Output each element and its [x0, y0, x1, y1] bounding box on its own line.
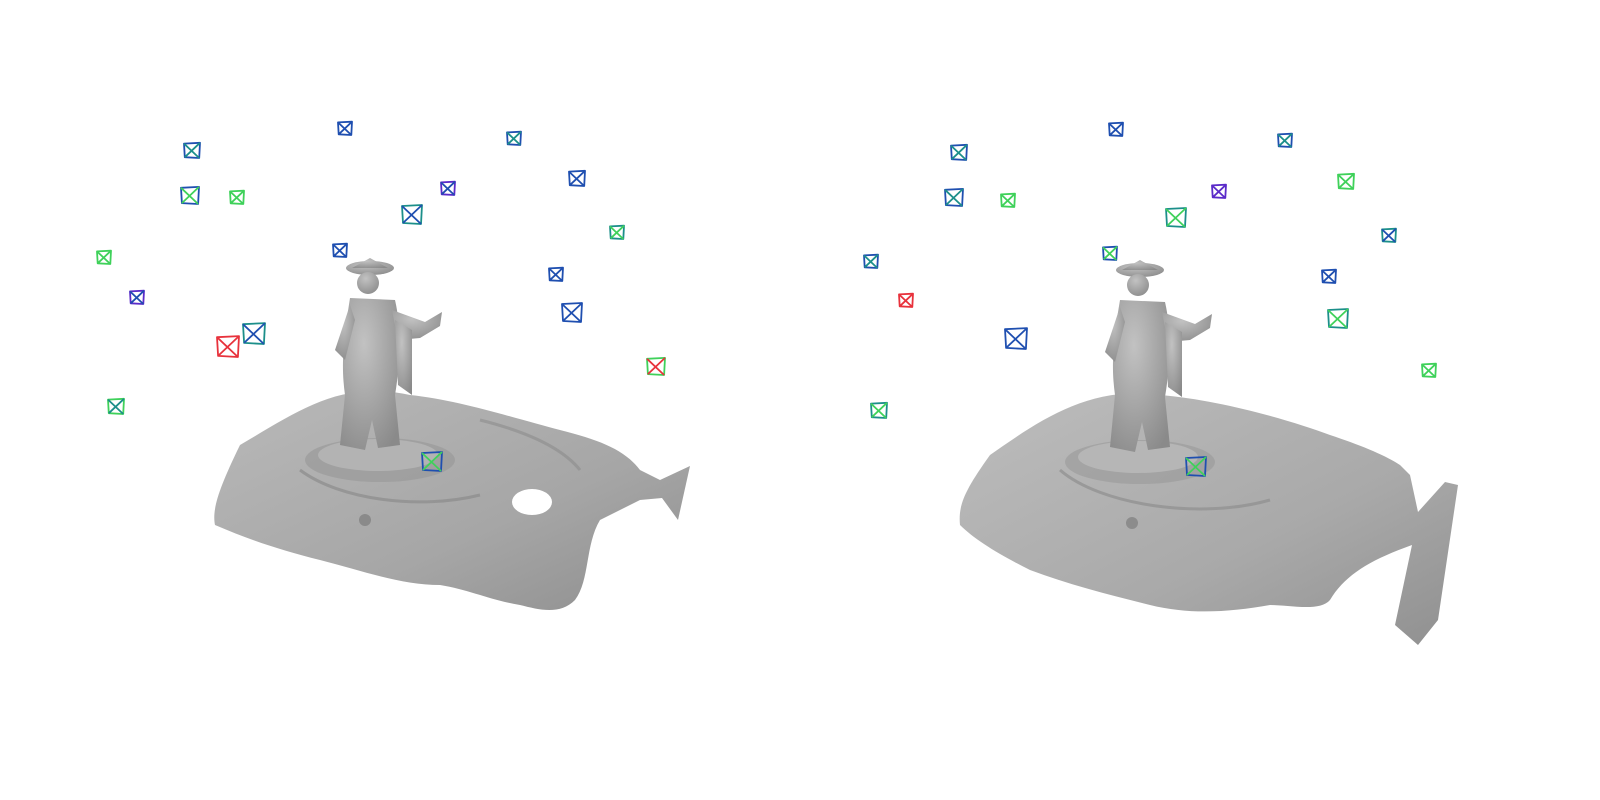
right-camera-frustum-12	[898, 292, 914, 308]
left-camera-frustum-18	[421, 451, 443, 472]
right-camera-frustums	[863, 121, 1437, 477]
left-camera-frustum-16	[646, 357, 666, 376]
right-camera-frustum-3	[944, 188, 964, 207]
right-platform-top	[1078, 441, 1198, 473]
left-statue	[335, 258, 442, 450]
left-camera-frustum-2	[506, 130, 522, 146]
right-base-groove	[1059, 468, 1271, 511]
right-camera-frustum-9	[863, 253, 879, 269]
left-base-hole	[512, 489, 552, 515]
left-camera-frustum-12	[129, 289, 145, 305]
left-camera-frustum-9	[96, 249, 112, 265]
left-camera-frustum-0	[183, 141, 201, 159]
right-camera-frustum-5	[1211, 183, 1227, 199]
left-camera-frustum-17	[107, 397, 125, 415]
right-camera-frustum-6	[1165, 207, 1187, 228]
right-camera-frustum-15	[1421, 362, 1437, 378]
right-reconstruction-panel	[863, 121, 1458, 645]
left-camera-frustums	[96, 120, 666, 472]
right-camera-frustum-1	[1108, 121, 1124, 137]
right-camera-frustum-4	[1000, 192, 1016, 208]
right-camera-frustum-0	[950, 143, 968, 161]
left-camera-frustum-13	[561, 302, 583, 323]
right-camera-frustum-13	[1327, 308, 1349, 329]
left-base-pit	[359, 514, 371, 526]
right-camera-frustum-7	[1337, 172, 1355, 190]
right-camera-frustum-11	[1321, 268, 1337, 284]
left-base-groove	[299, 468, 481, 504]
left-camera-frustum-6	[401, 204, 423, 225]
left-camera-frustum-3	[180, 186, 200, 205]
left-camera-frustum-10	[332, 242, 348, 258]
left-camera-frustum-1	[337, 120, 353, 136]
left-base-groove-2	[479, 418, 582, 471]
left-camera-frustum-4	[229, 189, 245, 205]
right-camera-frustum-8	[1381, 227, 1397, 243]
right-camera-frustum-16	[870, 401, 888, 419]
right-camera-frustum-14	[1004, 327, 1028, 350]
left-camera-frustum-14	[242, 322, 266, 345]
left-camera-frustum-11	[548, 266, 564, 282]
right-base-pit	[1126, 517, 1138, 529]
left-camera-frustum-15	[216, 335, 240, 358]
left-camera-frustum-5	[440, 180, 456, 196]
left-reconstruction-panel	[96, 120, 691, 610]
left-camera-frustum-7	[568, 169, 586, 187]
right-camera-frustum-2	[1277, 132, 1293, 148]
right-base-mesh	[959, 393, 1458, 645]
left-platform-top	[318, 439, 438, 471]
right-camera-frustum-10	[1102, 245, 1118, 261]
right-statue	[1105, 260, 1212, 452]
right-camera-frustum-17	[1185, 456, 1207, 477]
left-camera-frustum-8	[609, 224, 625, 240]
